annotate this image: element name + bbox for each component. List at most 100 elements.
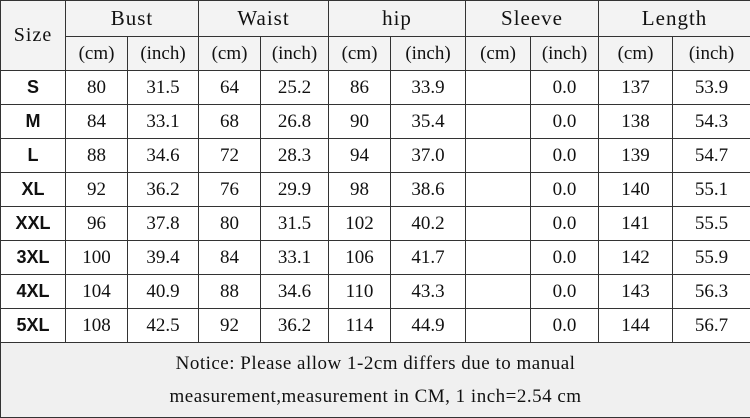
- measurement: 37.8: [126, 206, 200, 241]
- measurement: 86: [328, 70, 392, 105]
- measurement: 100: [65, 240, 128, 275]
- unit-header: (cm): [598, 36, 674, 71]
- measurement: 36.2: [260, 308, 330, 343]
- measurement: 31.5: [260, 206, 330, 241]
- measurement: 64: [198, 70, 262, 105]
- table-row: (cm) (inch) (cm) (inch) (cm) (inch) (cm) (inch)…: [1, 36, 750, 71]
- size-label: 4XL: [0, 274, 66, 309]
- unit-header: (cm): [465, 36, 532, 71]
- size-label: 3XL: [0, 240, 66, 275]
- table-row: Notice: Please allow 1-2cm differs due t…: [0, 342, 750, 418]
- measurement: [465, 104, 532, 139]
- measurement: 38.6: [390, 172, 467, 207]
- measurement: 53.9: [672, 70, 750, 105]
- measurement: 138: [598, 104, 674, 139]
- measurement: 102: [328, 206, 392, 241]
- table-row: 4XL 104 40.9 88 34.6 110 43.3 0.0 143 56.3: [0, 274, 750, 309]
- measurement: 44.9: [390, 308, 467, 343]
- measurement: [465, 70, 532, 105]
- unit-header: (inch): [672, 36, 750, 71]
- measurement: 33.9: [390, 70, 467, 105]
- notice-line: Notice: Please allow 1-2cm differs due t…: [175, 353, 576, 374]
- measurement: 110: [328, 274, 392, 309]
- measurement: 55.9: [672, 240, 750, 275]
- measurement: 37.0: [390, 138, 467, 173]
- table-row: XXL 96 37.8 80 31.5 102 40.2 0.0 141 55.5: [0, 206, 750, 241]
- measurement: 33.1: [126, 104, 200, 139]
- measurement: 72: [198, 138, 262, 173]
- measurement: 143: [598, 274, 674, 309]
- unit-header: (cm): [65, 36, 128, 71]
- measurement: 39.4: [126, 240, 200, 275]
- measurement: 42.5: [126, 308, 200, 343]
- measurement: [465, 240, 532, 275]
- measurement: 41.7: [390, 240, 467, 275]
- size-label: XL: [0, 172, 66, 207]
- table-row: L 88 34.6 72 28.3 94 37.0 0.0 139 54.7: [0, 138, 750, 173]
- notice: Notice: Please allow 1-2cm differs due t…: [0, 342, 750, 418]
- measurement: 29.9: [260, 172, 330, 207]
- measurement: 94: [328, 138, 392, 173]
- size-header: Size: [0, 0, 66, 71]
- measurement: 98: [328, 172, 392, 207]
- unit-header: (cm): [328, 36, 392, 71]
- group-header: Waist: [198, 0, 330, 37]
- measurement: 55.1: [672, 172, 750, 207]
- measurement: 114: [328, 308, 392, 343]
- measurement: 0.0: [530, 70, 600, 105]
- measurement: 0.0: [530, 172, 600, 207]
- measurement: 88: [65, 138, 128, 173]
- size-label: L: [0, 138, 66, 173]
- measurement: 36.2: [126, 172, 200, 207]
- group-header: Bust: [64, 0, 200, 37]
- measurement: 56.3: [672, 274, 750, 309]
- notice-line: measurement,measurement in CM, 1 inch=2.…: [169, 386, 582, 407]
- measurement: 139: [598, 138, 674, 173]
- measurement: 90: [328, 104, 392, 139]
- measurement: 106: [328, 240, 392, 275]
- measurement: 140: [598, 172, 674, 207]
- measurement: 31.5: [126, 70, 200, 105]
- measurement: 26.8: [260, 104, 330, 139]
- measurement: 33.1: [260, 240, 330, 275]
- measurement: 54.3: [672, 104, 750, 139]
- measurement: 40.9: [126, 274, 200, 309]
- measurement: 34.6: [126, 138, 200, 173]
- table-row: 5XL 108 42.5 92 36.2 114 44.9 0.0 144 56.7: [0, 308, 750, 343]
- measurement: 137: [598, 70, 674, 105]
- unit-header: (inch): [390, 36, 467, 71]
- measurement: 76: [198, 172, 262, 207]
- measurement: 56.7: [672, 308, 750, 343]
- group-header: Sleeve: [465, 0, 600, 37]
- measurement: 108: [65, 308, 128, 343]
- unit-header: (inch): [126, 36, 200, 71]
- measurement: 80: [198, 206, 262, 241]
- size-label: M: [0, 104, 66, 139]
- measurement: 84: [65, 104, 128, 139]
- measurement: [465, 308, 532, 343]
- measurement: [465, 138, 532, 173]
- measurement: 96: [65, 206, 128, 241]
- measurement: 43.3: [390, 274, 467, 309]
- measurement: 0.0: [530, 240, 600, 275]
- measurement: 40.2: [390, 206, 467, 241]
- measurement: 92: [65, 172, 128, 207]
- measurement: 88: [198, 274, 262, 309]
- measurement: [465, 206, 532, 241]
- measurement: 0.0: [530, 274, 600, 309]
- measurement: 0.0: [530, 308, 600, 343]
- measurement: 28.3: [260, 138, 330, 173]
- size-label: 5XL: [0, 308, 66, 343]
- measurement: 0.0: [530, 206, 600, 241]
- table-row: M 84 33.1 68 26.8 90 35.4 0.0 138 54.3: [0, 104, 750, 139]
- table-row: Size Bust Waist hip Sleeve Length: [0, 0, 750, 71]
- unit-header: (cm): [198, 36, 262, 71]
- measurement: 0.0: [530, 104, 600, 139]
- measurement: 55.5: [672, 206, 750, 241]
- measurement: 92: [198, 308, 262, 343]
- size-label: S: [0, 70, 66, 105]
- measurement: 25.2: [260, 70, 330, 105]
- measurement: [465, 172, 532, 207]
